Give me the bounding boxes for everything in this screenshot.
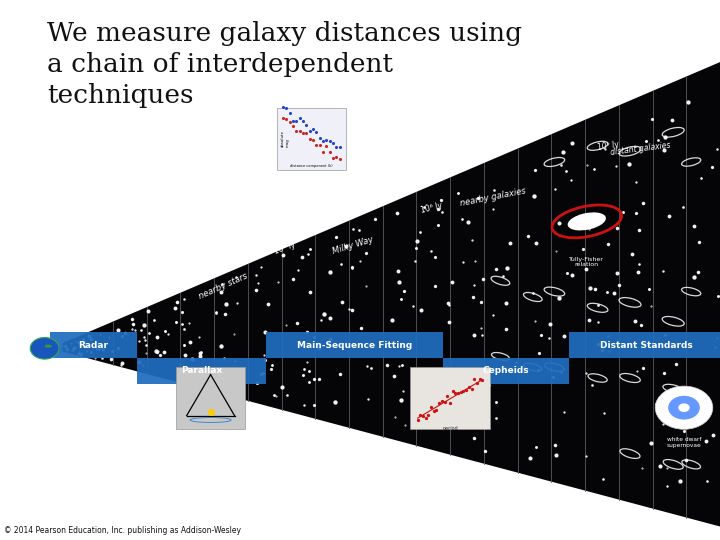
- Point: [412, 416, 423, 424]
- Point: [318, 136, 329, 145]
- Text: © 2014 Pearson Education, Inc. publishing as Addison-Wesley: © 2014 Pearson Education, Inc. publishin…: [4, 525, 240, 535]
- Point: [328, 139, 339, 147]
- Point: [294, 114, 305, 123]
- Point: [469, 374, 480, 383]
- Point: [310, 128, 322, 137]
- Text: absolute
mag: absolute mag: [281, 131, 289, 147]
- Point: [324, 148, 336, 157]
- Point: [314, 141, 325, 150]
- Point: [330, 143, 342, 152]
- Point: [444, 399, 456, 407]
- Ellipse shape: [567, 212, 606, 231]
- Text: 1 ly: 1 ly: [186, 274, 202, 288]
- Bar: [50, 332, 137, 358]
- Point: [328, 153, 339, 162]
- Point: [277, 103, 289, 112]
- Point: [320, 136, 332, 145]
- Text: white dwarf
supernovae: white dwarf supernovae: [667, 437, 701, 448]
- Circle shape: [668, 396, 700, 420]
- Point: [449, 388, 461, 397]
- Text: Milky Way: Milky Way: [331, 235, 374, 256]
- Point: [301, 121, 312, 130]
- Point: [458, 387, 469, 396]
- Point: [297, 117, 309, 126]
- Point: [415, 410, 426, 419]
- Text: distant galaxies: distant galaxies: [611, 140, 671, 157]
- Point: [447, 387, 459, 395]
- Point: [471, 379, 482, 387]
- Point: [452, 389, 464, 397]
- Ellipse shape: [45, 345, 52, 348]
- Point: [281, 115, 292, 124]
- Text: solar system: solar system: [71, 307, 117, 341]
- Point: [307, 136, 319, 144]
- Point: [304, 126, 315, 135]
- Text: 10⁶ ly: 10⁶ ly: [420, 201, 444, 215]
- Point: [426, 403, 437, 411]
- Text: Tully-Fisher
relation: Tully-Fisher relation: [570, 256, 604, 267]
- Point: [330, 153, 342, 162]
- Point: [431, 406, 442, 414]
- Bar: [569, 332, 720, 358]
- Point: [436, 397, 448, 406]
- Text: Main-Sequence Fitting: Main-Sequence Fitting: [297, 341, 413, 349]
- Point: [314, 134, 325, 143]
- FancyBboxPatch shape: [277, 108, 346, 170]
- Circle shape: [678, 403, 690, 412]
- Point: [428, 407, 439, 415]
- Circle shape: [655, 386, 713, 429]
- Point: [291, 127, 302, 136]
- Point: [304, 134, 315, 143]
- Point: [477, 376, 488, 384]
- Point: [320, 142, 332, 151]
- Text: Cepheids: Cepheids: [482, 367, 529, 375]
- FancyBboxPatch shape: [176, 367, 245, 429]
- Point: [438, 397, 451, 406]
- Text: nearby galaxies: nearby galaxies: [459, 186, 527, 208]
- Circle shape: [30, 338, 59, 359]
- Point: [324, 137, 336, 146]
- Point: [277, 113, 289, 122]
- Bar: [266, 332, 443, 358]
- Point: [334, 155, 346, 164]
- Point: [420, 414, 431, 423]
- Point: [318, 147, 329, 156]
- Point: [423, 410, 434, 419]
- Point: [455, 388, 467, 396]
- Point: [284, 118, 295, 126]
- Point: [287, 117, 299, 125]
- Text: Parallax: Parallax: [181, 367, 222, 375]
- Point: [466, 385, 477, 394]
- Bar: [443, 358, 569, 384]
- Point: [297, 129, 309, 137]
- Text: Distant Standards: Distant Standards: [600, 341, 693, 349]
- Point: [307, 125, 319, 133]
- Point: [461, 386, 472, 394]
- Point: [294, 126, 305, 135]
- Point: [310, 140, 322, 149]
- Text: nearby stars: nearby stars: [197, 272, 249, 301]
- Point: [441, 392, 453, 401]
- Point: [291, 117, 302, 125]
- Polygon shape: [50, 62, 720, 526]
- Point: [417, 412, 428, 421]
- Text: 10⁹ ly: 10⁹ ly: [597, 140, 620, 152]
- Point: [301, 129, 312, 138]
- Text: We measure galaxy distances using
a chain of interdependent
techniques: We measure galaxy distances using a chai…: [47, 21, 522, 107]
- Text: period: period: [442, 426, 458, 431]
- Text: 10⁻³ ly: 10⁻³ ly: [112, 294, 140, 316]
- Point: [334, 143, 346, 151]
- Text: 10³ ly: 10³ ly: [273, 240, 296, 256]
- Text: distance component (k): distance component (k): [290, 164, 333, 168]
- Point: [474, 375, 485, 383]
- Point: [433, 399, 445, 408]
- FancyBboxPatch shape: [410, 367, 490, 429]
- Bar: [137, 358, 266, 384]
- Point: [287, 122, 299, 131]
- Point: [463, 383, 474, 391]
- Point: [284, 109, 295, 118]
- Text: Radar: Radar: [78, 341, 109, 349]
- Point: [281, 103, 292, 112]
